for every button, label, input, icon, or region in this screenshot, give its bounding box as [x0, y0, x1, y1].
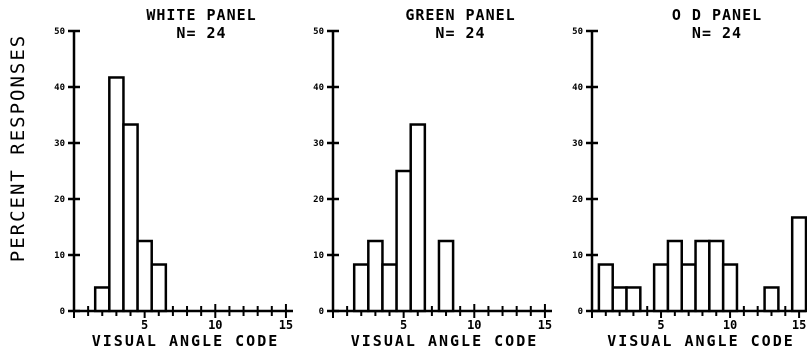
white-panel-subtitle: N= 24: [176, 24, 226, 42]
green-panel-bar: [395, 169, 412, 313]
white-panel-bar: [136, 239, 153, 313]
white-panel-x-tick-label: 15: [279, 318, 293, 332]
od-panel-bar: [666, 239, 683, 313]
od-panel-y-tick-label: 30: [572, 139, 583, 149]
green-panel-x-tick-label: 10: [467, 318, 481, 332]
green-panel-x-tick-label: 5: [400, 318, 407, 332]
od-panel-bar: [680, 263, 697, 313]
od-panel-bar: [625, 286, 642, 313]
od-panel-y-tick-label: 40: [572, 83, 583, 93]
green-panel-x-axis-label: VISUAL ANGLE CODE: [351, 332, 539, 350]
white-panel-bar: [122, 123, 139, 313]
white-panel-x-tick-label: 5: [141, 318, 148, 332]
white-panel-y-tick-label: 30: [54, 139, 65, 149]
od-panel-subtitle: N= 24: [692, 24, 742, 42]
white-panel-x-tick-label: 10: [208, 318, 222, 332]
green-panel-x-tick-label: 15: [538, 318, 552, 332]
green-panel-bar: [367, 239, 384, 313]
white-panel-y-tick-label: 40: [54, 83, 65, 93]
white-panel-bar: [93, 286, 111, 313]
white-panel-bar: [150, 263, 168, 313]
white-panel-y-tick-label: 10: [54, 251, 65, 261]
od-panel-x-tick-label: 5: [657, 318, 664, 332]
green-panel-y-tick-label: 0: [319, 307, 324, 317]
od-panel-y-tick-label: 20: [572, 195, 583, 205]
od-panel-bar: [597, 263, 614, 313]
od-panel-bar: [652, 263, 670, 313]
white-panel-y-tick-label: 0: [60, 307, 65, 317]
green-panel-y-tick-label: 30: [313, 139, 324, 149]
white-panel-title: WHITE PANEL: [146, 6, 256, 24]
green-panel-bar: [381, 263, 398, 313]
white-panel-y-tick-label: 50: [54, 27, 65, 37]
green-panel-bar: [352, 263, 370, 313]
green-panel-y-tick-label: 50: [313, 27, 324, 37]
od-panel-title: O D PANEL: [672, 6, 762, 24]
od-panel-bar: [721, 263, 739, 313]
od-panel-bar: [790, 216, 807, 313]
od-panel-bar: [763, 286, 780, 313]
white-panel-bar: [108, 76, 125, 313]
green-panel-y-tick-label: 20: [313, 195, 324, 205]
white-panel-y-tick-label: 20: [54, 195, 65, 205]
green-panel-y-tick-label: 40: [313, 83, 324, 93]
green-panel-y-tick-label: 10: [313, 251, 324, 261]
od-panel-y-tick-label: 50: [572, 27, 583, 37]
od-panel-bar: [708, 239, 725, 313]
od-panel-x-tick-label: 15: [792, 318, 806, 332]
white-panel-x-axis-label: VISUAL ANGLE CODE: [92, 332, 280, 350]
green-panel-bar: [409, 123, 427, 313]
figure-y-axis-label: PERCENT RESPONSES: [7, 34, 29, 262]
od-panel-x-axis-label: VISUAL ANGLE CODE: [607, 332, 795, 350]
od-panel-y-tick-label: 0: [578, 307, 583, 317]
od-panel-bar: [611, 286, 628, 313]
green-panel-bar: [437, 239, 455, 313]
green-panel-title: GREEN PANEL: [405, 6, 515, 24]
od-panel-y-tick-label: 10: [572, 251, 583, 261]
od-panel-bar: [694, 239, 711, 313]
green-panel-subtitle: N= 24: [435, 24, 485, 42]
od-panel-x-tick-label: 10: [723, 318, 737, 332]
